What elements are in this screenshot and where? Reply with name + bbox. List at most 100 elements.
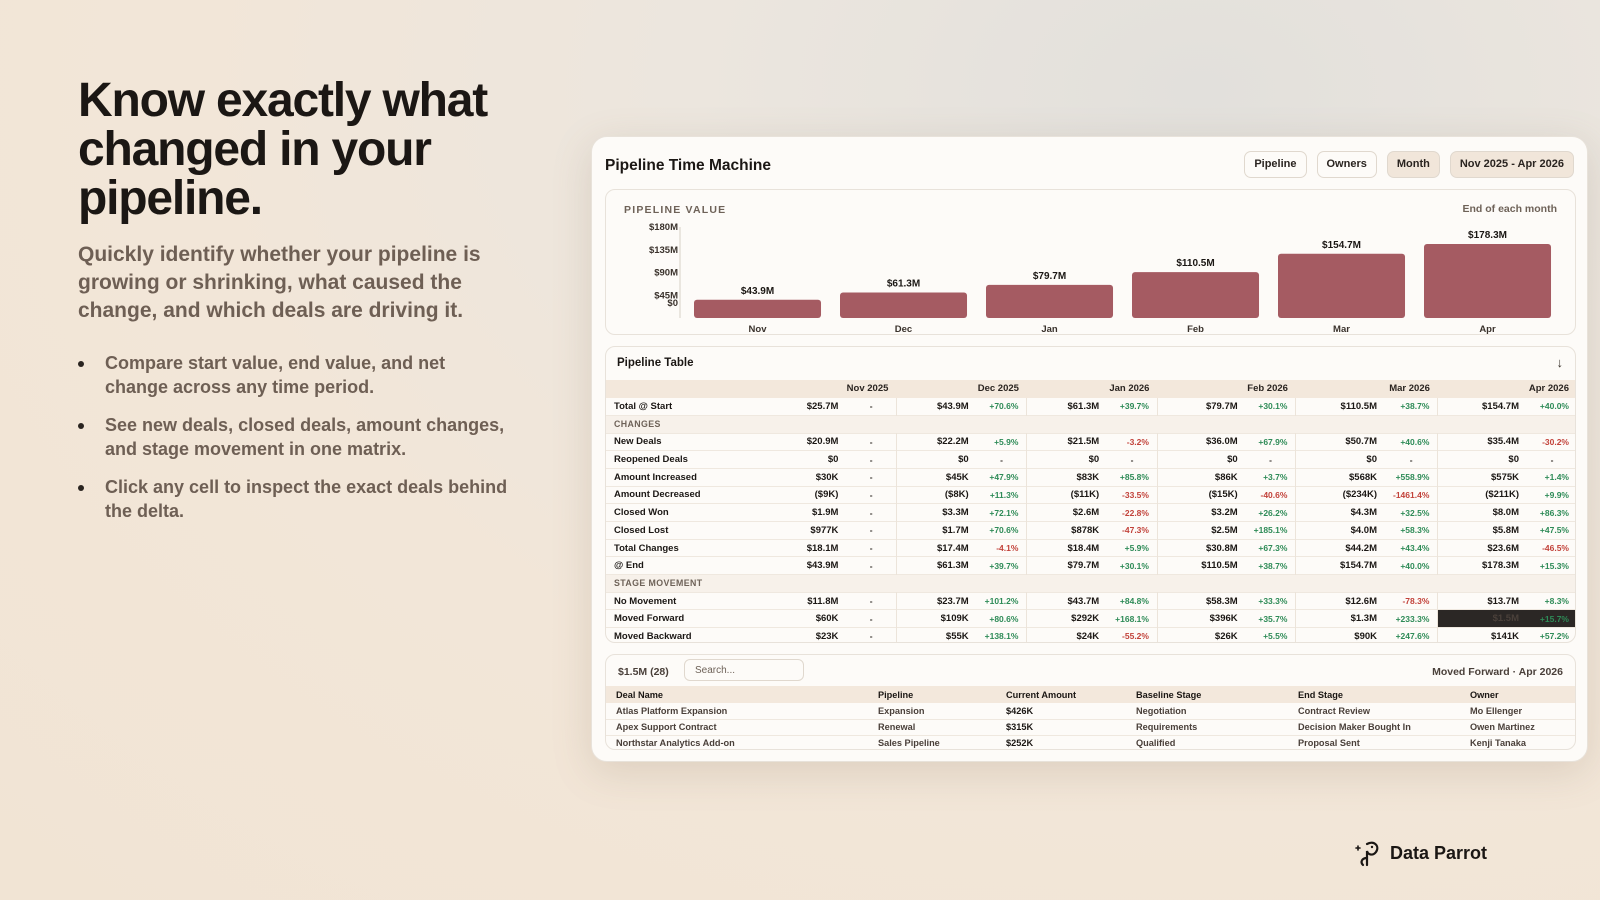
matrix-cell-delta[interactable]: -	[846, 468, 897, 487]
matrix-cell-value[interactable]: $43.9M	[936, 400, 969, 412]
matrix-cell-delta[interactable]: -22.8%	[1107, 503, 1158, 522]
matrix-cell-delta[interactable]: +32.5%	[1385, 503, 1439, 522]
matrix-cell-delta[interactable]: -	[846, 539, 897, 557]
matrix-cell-value[interactable]: $0	[1508, 454, 1519, 466]
matrix-cell-value[interactable]: $43.7M	[1067, 595, 1100, 607]
matrix-cell-delta[interactable]: -	[846, 556, 897, 575]
matrix-cell-value[interactable]: $0	[958, 454, 969, 466]
matrix-cell-delta[interactable]: -	[846, 609, 897, 628]
matrix-cell-delta[interactable]: +38.7%	[1385, 397, 1439, 416]
matrix-cell-value[interactable]: $154.7M	[1340, 560, 1377, 572]
matrix-cell-value[interactable]: ($11K)	[1070, 489, 1100, 501]
pipeline-filter-button[interactable]: Pipeline	[1244, 151, 1307, 178]
matrix-cell-delta[interactable]: -	[1385, 450, 1439, 469]
matrix-cell-value[interactable]: $18.1M	[806, 542, 839, 554]
matrix-cell-delta[interactable]: +26.2%	[1245, 503, 1297, 522]
matrix-cell-delta[interactable]: -	[976, 450, 1028, 469]
matrix-cell-delta[interactable]: -3.2%	[1107, 433, 1158, 451]
matrix-cell-delta[interactable]: -55.2%	[1107, 627, 1158, 642]
matrix-cell-value[interactable]: $977K	[810, 524, 839, 536]
matrix-cell-delta[interactable]: -1461.4%	[1385, 486, 1439, 504]
deals-column-header[interactable]: Pipeline	[868, 686, 996, 703]
matrix-cell-value[interactable]: $79.7M	[1205, 400, 1238, 412]
matrix-cell-value[interactable]: $110.5M	[1340, 400, 1377, 412]
deals-column-header[interactable]: Current Amount	[996, 686, 1126, 703]
matrix-cell-delta[interactable]: +39.7%	[976, 556, 1028, 575]
matrix-cell-delta[interactable]: +15.3%	[1539, 560, 1569, 571]
matrix-cell-value[interactable]: $292K	[1071, 613, 1100, 625]
matrix-cell-value[interactable]: $61.3M	[936, 560, 969, 572]
matrix-cell-value[interactable]: $1.7M	[942, 524, 969, 536]
matrix-cell-delta[interactable]: +57.2%	[1539, 631, 1569, 642]
matrix-cell-delta[interactable]: +9.9%	[1544, 489, 1569, 500]
matrix-cell-value[interactable]: $110.5M	[1201, 560, 1238, 572]
matrix-cell-delta[interactable]: -33.5%	[1107, 486, 1158, 504]
matrix-cell-value[interactable]: $86K	[1214, 471, 1238, 483]
matrix-cell-value[interactable]: $35.4M	[1487, 436, 1519, 448]
matrix-cell-value[interactable]: $61.3M	[1067, 400, 1100, 412]
matrix-cell-value[interactable]: ($211K)	[1485, 489, 1519, 501]
matrix-cell-value[interactable]: $83K	[1076, 471, 1100, 483]
matrix-cell-value[interactable]: $2.6M	[1072, 507, 1100, 519]
matrix-cell-delta[interactable]: +3.7%	[1245, 468, 1297, 487]
matrix-cell-value[interactable]: ($234K)	[1342, 489, 1377, 501]
matrix-cell-delta[interactable]: -46.5%	[1542, 543, 1569, 554]
matrix-cell-delta[interactable]: +85.8%	[1107, 468, 1158, 487]
matrix-cell-value[interactable]: $50.7M	[1345, 436, 1377, 448]
bar-nov[interactable]	[694, 299, 822, 318]
matrix-cell-value[interactable]: $568K	[1349, 471, 1377, 483]
matrix-cell-value[interactable]: $17.4M	[936, 542, 969, 554]
matrix-cell-delta[interactable]: +43.4%	[1385, 539, 1439, 557]
matrix-cell-delta[interactable]: +5.9%	[1107, 539, 1158, 557]
matrix-cell-value[interactable]: $1.5M	[1437, 609, 1527, 628]
matrix-cell-delta[interactable]: -78.3%	[1385, 592, 1439, 610]
matrix-cell-value[interactable]: $60K	[815, 613, 839, 625]
matrix-cell-delta[interactable]: +30.1%	[1107, 556, 1158, 575]
matrix-cell-delta[interactable]: +35.7%	[1245, 609, 1297, 628]
bar-apr[interactable]	[1424, 244, 1552, 318]
matrix-cell-delta[interactable]: +15.7%	[1527, 609, 1575, 628]
matrix-cell-delta[interactable]: +33.3%	[1245, 592, 1297, 610]
matrix-cell-value[interactable]: $8.0M	[1492, 507, 1519, 519]
matrix-cell-delta[interactable]: +1.4%	[1544, 472, 1569, 483]
matrix-cell-value[interactable]: $23.7M	[936, 595, 969, 607]
matrix-cell-delta[interactable]: +58.3%	[1385, 521, 1439, 540]
matrix-cell-value[interactable]: $1.9M	[812, 507, 839, 519]
matrix-cell-value[interactable]: $3.2M	[1211, 507, 1238, 519]
matrix-cell-delta[interactable]: +168.1%	[1107, 609, 1158, 628]
deals-column-header[interactable]: Deal Name	[606, 686, 868, 703]
matrix-cell-value[interactable]: $0	[1088, 454, 1100, 466]
matrix-cell-value[interactable]: $13.7M	[1487, 595, 1519, 607]
matrix-cell-value[interactable]: $0	[827, 454, 839, 466]
deals-column-header[interactable]: Baseline Stage	[1126, 686, 1288, 703]
matrix-cell-value[interactable]: ($8K)	[944, 489, 969, 501]
matrix-cell-delta[interactable]: +67.9%	[1245, 433, 1297, 451]
matrix-cell-delta[interactable]: +67.3%	[1245, 539, 1297, 557]
matrix-cell-delta[interactable]: -	[846, 450, 897, 469]
matrix-cell-delta[interactable]: +5.9%	[976, 433, 1028, 451]
matrix-cell-delta[interactable]: +233.3%	[1385, 609, 1439, 628]
matrix-cell-delta[interactable]: -4.1%	[976, 539, 1028, 557]
matrix-cell-value[interactable]: $0	[1366, 454, 1377, 466]
matrix-cell-value[interactable]: $24K	[1076, 630, 1100, 642]
matrix-cell-value[interactable]: $0	[1227, 454, 1238, 466]
date-range-button[interactable]: Nov 2025 - Apr 2026	[1449, 151, 1574, 178]
matrix-cell-value[interactable]: $396K	[1209, 613, 1238, 625]
matrix-cell-delta[interactable]: +11.3%	[976, 486, 1028, 504]
matrix-cell-delta[interactable]: -47.3%	[1107, 521, 1158, 540]
bar-dec[interactable]	[840, 292, 968, 318]
matrix-cell-delta[interactable]: -	[1245, 450, 1297, 469]
matrix-cell-value[interactable]: $21.5M	[1067, 436, 1100, 448]
matrix-cell-delta[interactable]: -	[846, 521, 897, 540]
matrix-cell-value[interactable]: $5.8M	[1492, 524, 1519, 536]
matrix-cell-value[interactable]: $3.3M	[942, 507, 969, 519]
matrix-cell-delta[interactable]: +72.1%	[976, 503, 1028, 522]
matrix-cell-value[interactable]: $1.3M	[1350, 613, 1377, 625]
matrix-cell-value[interactable]: $22.2M	[936, 436, 969, 448]
matrix-cell-delta[interactable]: +138.1%	[976, 627, 1028, 642]
matrix-cell-delta[interactable]: +40.0%	[1385, 556, 1439, 575]
deals-column-header[interactable]: Owner	[1460, 686, 1575, 703]
matrix-cell-value[interactable]: $79.7M	[1067, 560, 1100, 572]
deals-column-header[interactable]: End Stage	[1288, 686, 1460, 703]
matrix-cell-delta[interactable]: -	[1107, 450, 1158, 469]
